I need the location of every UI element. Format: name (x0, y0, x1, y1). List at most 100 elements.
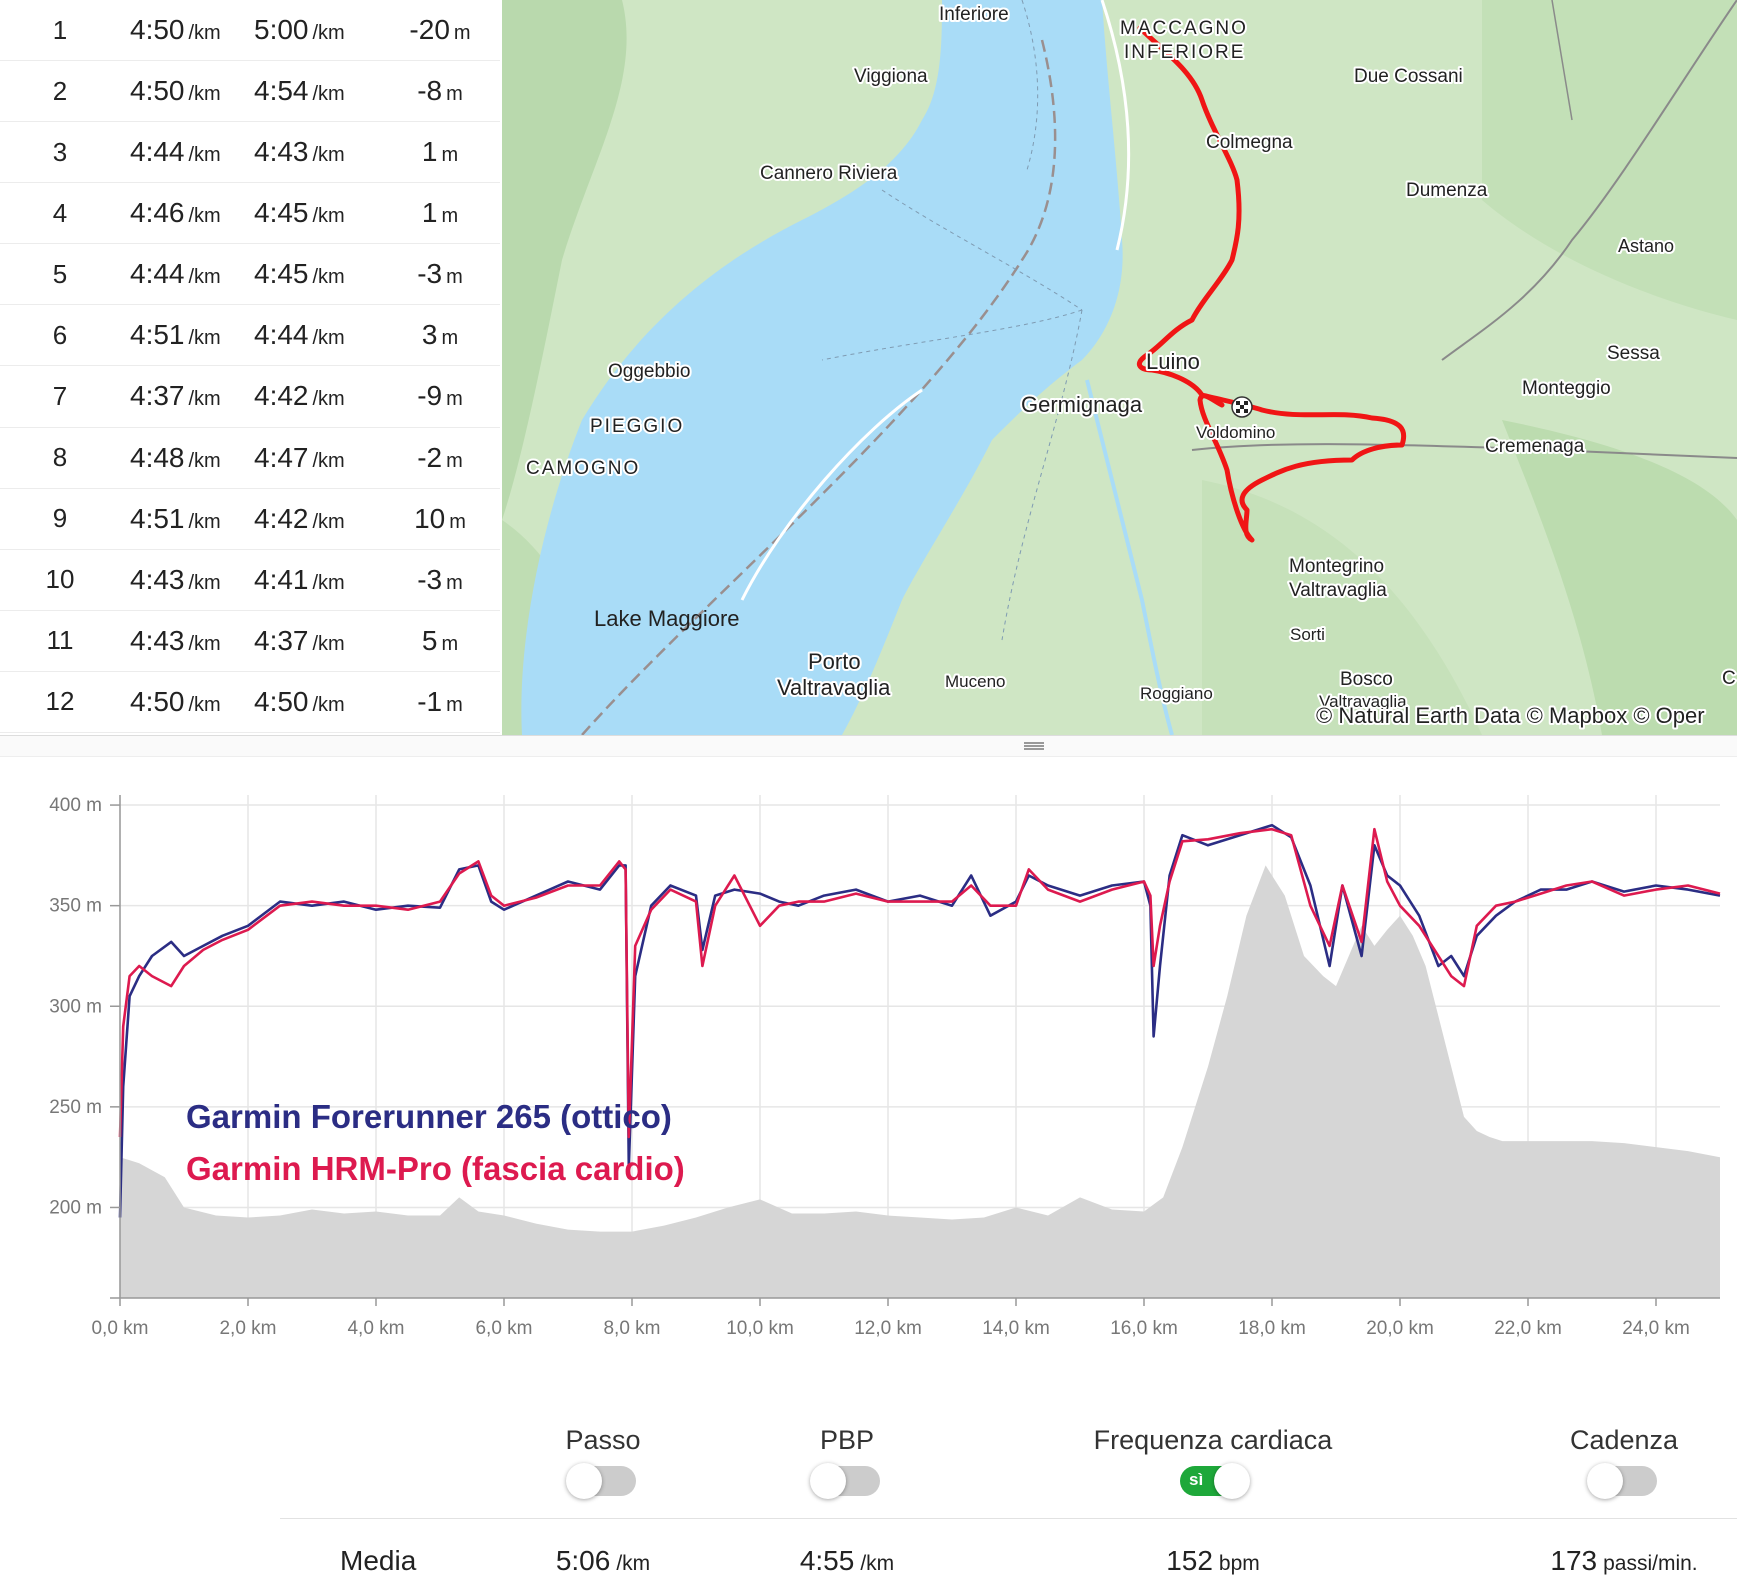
map-label-maccagno: MACCAGNO (1120, 18, 1248, 39)
split-km-value: 5 (52, 258, 68, 289)
split-gap-pace: 4:45/km (254, 243, 380, 306)
map-label-valtravaglia: Valtravaglia (1289, 580, 1387, 601)
map-label-luino: Luino (1146, 349, 1200, 374)
x-tick-label: 8,0 km (603, 1318, 660, 1339)
split-pace: 4:51/km (120, 488, 254, 550)
average-value: 4:55 (799, 1545, 855, 1576)
split-elevation-value: -3 (417, 258, 443, 290)
split-row[interactable]: 9 4:51/km 4:42/km 10 m (0, 488, 500, 550)
stream-toggle[interactable] (566, 1463, 636, 1499)
drag-grip-icon[interactable] (1024, 742, 1044, 750)
split-gap-pace: 4:41/km (254, 549, 380, 611)
split-pace-unit: /km (188, 266, 221, 289)
split-gap-pace-unit: /km (312, 449, 345, 472)
toggle-knob[interactable] (566, 1463, 602, 1499)
split-km-value: 6 (52, 319, 68, 350)
split-km-value: 9 (52, 503, 68, 534)
lake-maggiore (521, 0, 1123, 735)
split-elevation-unit: m (446, 83, 463, 106)
split-row[interactable]: 2 4:50/km 4:54/km -8 m (0, 60, 500, 123)
x-tick-label: 2,0 km (219, 1318, 276, 1339)
stream-toggle[interactable]: sì (1180, 1463, 1250, 1499)
split-row[interactable]: 5 4:44/km 4:45/km -3 m (0, 243, 500, 306)
split-gap-pace-unit: /km (312, 571, 345, 594)
split-elevation-value: 3 (421, 319, 438, 351)
map-label-porto-valtravaglia: Valtravaglia (777, 675, 891, 700)
split-km-value: 11 (46, 625, 74, 656)
split-gap-pace: 4:42/km (254, 488, 380, 550)
average-unit: /km (860, 1552, 895, 1575)
split-row[interactable]: 8 4:48/km 4:47/km -2 m (0, 427, 500, 489)
split-row[interactable]: 4 4:46/km 4:45/km 1 m (0, 182, 500, 245)
split-pace: 4:44/km (120, 121, 254, 184)
toggle-knob[interactable] (1587, 1463, 1623, 1499)
x-tick-label: 18,0 km (1238, 1318, 1306, 1339)
map-label-roggiano: Roggiano (1140, 684, 1213, 703)
y-tick-label: 350 m (49, 896, 102, 917)
legend-hrm-pro: Garmin HRM-Pro (fascia cardio) (186, 1150, 685, 1187)
split-row[interactable]: 7 4:37/km 4:42/km -9 m (0, 365, 500, 428)
hr-elevation-chart: 0,0 km 2,0 km 4,0 km 6,0 km 8,0 km 10,0 km 12,… (49, 795, 1721, 1339)
split-elevation-unit: m (441, 144, 459, 167)
split-gap-pace-value: 4:42 (254, 380, 309, 412)
chart-axes: 0,0 km 2,0 km 4,0 km 6,0 km 8,0 km 10,0 km 12,… (49, 795, 1720, 1339)
panel-resize-handle[interactable] (0, 735, 1737, 757)
split-gap-pace-unit: /km (312, 266, 345, 289)
split-elevation: -3 m (380, 549, 500, 611)
split-elevation-unit: m (453, 22, 471, 45)
map-label-cannero: Cannero Riviera (760, 163, 898, 184)
stream-toggle[interactable] (1587, 1463, 1657, 1499)
split-row[interactable]: 6 4:51/km 4:44/km 3 m (0, 304, 500, 367)
split-row[interactable]: 12 4:50/km 4:50/km -1 m (0, 671, 500, 734)
split-pace-unit: /km (188, 693, 221, 716)
split-km: 12 (0, 671, 120, 734)
split-elevation-value: -1 (417, 685, 443, 717)
route-map[interactable]: Inferiore MACCAGNO INFERIORE Viggiona Du… (502, 0, 1737, 735)
split-elevation-value: -20 (409, 14, 450, 46)
split-elevation-value: -9 (417, 380, 443, 412)
x-tick-label: 16,0 km (1110, 1318, 1178, 1339)
split-km: 3 (0, 121, 120, 184)
split-row[interactable]: 10 4:43/km 4:41/km -3 m (0, 549, 500, 611)
split-row[interactable]: 11 4:43/km 4:37/km 5 m (0, 610, 500, 672)
split-elevation: -3 m (380, 243, 500, 306)
split-gap-pace: 5:00/km (254, 0, 380, 62)
average-row-label: Media (340, 1545, 417, 1576)
split-elevation: -2 m (380, 427, 500, 489)
split-km-value: 1 (52, 14, 68, 45)
split-elevation: -20 m (380, 0, 500, 62)
split-pace-value: 4:37 (130, 380, 185, 412)
split-pace: 4:37/km (120, 365, 254, 428)
split-pace-unit: /km (188, 22, 221, 45)
x-tick-label: 12,0 km (854, 1318, 922, 1339)
series-line-hrm-pro (118, 827, 1721, 1139)
split-elevation-value: -2 (417, 441, 443, 473)
split-gap-pace: 4:37/km (254, 610, 380, 672)
split-km: 1 (0, 0, 120, 62)
split-pace-unit: /km (188, 632, 221, 655)
stream-label: Passo (565, 1425, 641, 1455)
split-km-value: 10 (45, 564, 75, 595)
map-label-bosco-valtravaglia: Valtravaglia (1319, 692, 1407, 711)
map-label-due-cossani: Due Cossani (1354, 66, 1463, 87)
toggle-knob[interactable] (810, 1463, 846, 1499)
split-gap-pace-unit: /km (312, 510, 345, 533)
split-row[interactable]: 3 4:44/km 4:43/km 1 m (0, 121, 500, 184)
stream-toggle[interactable] (810, 1463, 880, 1499)
split-row[interactable]: 1 4:50/km 5:00/km -20 m (0, 0, 500, 62)
split-gap-pace-value: 4:37 (254, 624, 309, 656)
split-elevation: -1 m (380, 671, 500, 734)
x-tick-label: 4,0 km (347, 1318, 404, 1339)
split-km-value: 12 (45, 686, 75, 717)
map-label-oggebbio: Oggebbio (608, 361, 690, 382)
map-label-voldomino: Voldomino (1196, 423, 1275, 442)
stream-average: 152 bpm (1063, 1545, 1363, 1577)
x-tick-label: 22,0 km (1494, 1318, 1562, 1339)
elevation-area (120, 865, 1720, 1298)
toggle-knob[interactable] (1214, 1463, 1250, 1499)
average-value: 152 (1166, 1545, 1213, 1576)
split-elevation-unit: m (441, 327, 459, 350)
average-unit: bpm (1218, 1552, 1260, 1575)
average-value: 173 (1550, 1545, 1598, 1576)
